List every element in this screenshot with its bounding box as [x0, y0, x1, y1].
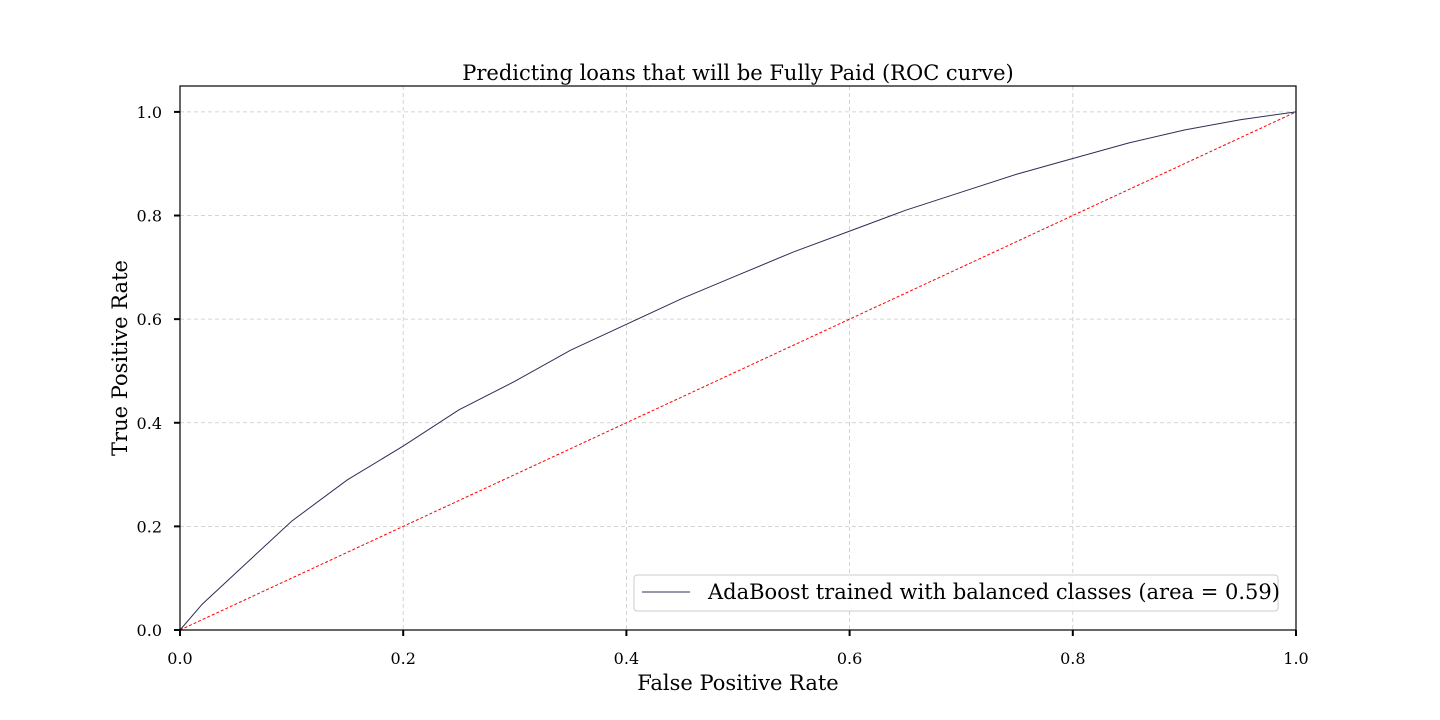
y-tick-label: 0.2	[137, 517, 162, 536]
y-tick-label: 0.0	[137, 621, 162, 640]
x-tick-label: 0.4	[614, 649, 639, 668]
x-axis-label: False Positive Rate	[637, 671, 838, 695]
x-tick-label: 0.0	[167, 649, 192, 668]
y-tick-label: 0.4	[137, 414, 162, 433]
legend-box	[633, 574, 1279, 612]
y-axis-ticks: 0.0 0.2 0.4 0.6 0.8 1.0	[137, 103, 180, 640]
y-tick-label: 1.0	[137, 103, 162, 122]
x-tick-label: 0.8	[1060, 649, 1085, 668]
x-tick-label: 1.0	[1283, 649, 1308, 668]
x-tick-label: 0.6	[837, 649, 862, 668]
series-layer	[179, 111, 1297, 631]
x-tick-label: 0.2	[390, 649, 415, 668]
legend-label: AdaBoost trained with balanced classes (…	[707, 580, 1280, 604]
chance-diagonal-line	[179, 111, 1297, 631]
chart-title: Predicting loans that will be Fully Paid…	[462, 61, 1014, 85]
y-axis-label: True Positive Rate	[108, 260, 132, 456]
grid	[180, 86, 1296, 630]
y-tick-label: 0.8	[137, 207, 162, 226]
roc-curve-line	[179, 111, 1297, 631]
legend: AdaBoost trained with balanced classes (…	[633, 574, 1280, 612]
plot-frame	[179, 85, 1297, 631]
y-tick-label: 0.6	[137, 310, 162, 329]
